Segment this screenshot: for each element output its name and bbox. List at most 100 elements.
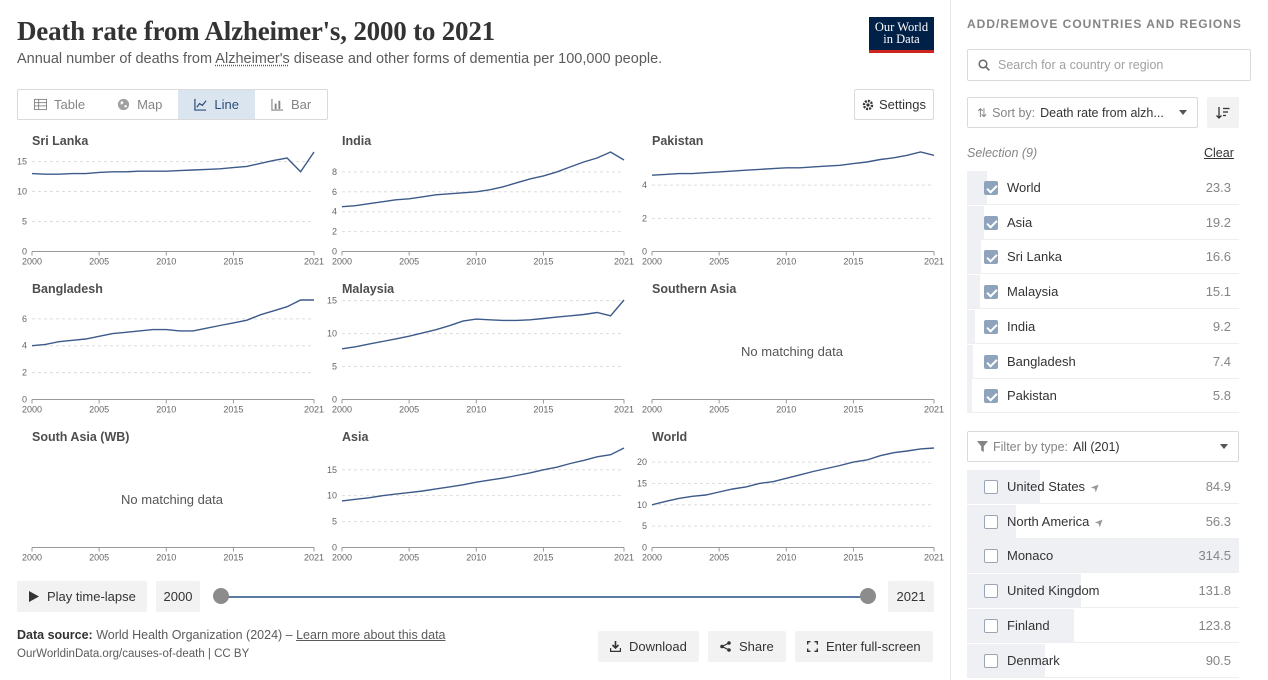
checkbox[interactable]	[984, 215, 998, 230]
entity-name-text: North America	[1007, 513, 1090, 529]
y-tick-label: 15	[17, 157, 27, 167]
x-tick-label: 2021	[304, 553, 324, 563]
chart-subtitle: Annual number of deaths from Alzheimer's…	[17, 51, 662, 67]
checkbox[interactable]	[984, 250, 998, 265]
checkbox[interactable]	[984, 618, 998, 633]
entity-row[interactable]: Finland 123.8	[967, 608, 1239, 643]
download-button[interactable]: Download	[598, 631, 699, 662]
panel-chart: 2000 2005 2010 2015 2021 0 5 10 15	[327, 296, 634, 415]
x-tick-label: 2000	[642, 257, 662, 267]
selected-entity-row[interactable]: India 9.2	[967, 309, 1239, 344]
series-line[interactable]	[341, 151, 625, 208]
chart-panel: Bangladesh 2000 2005 2010 2015 2021 0 2 4 6	[17, 282, 324, 422]
entity-value: 84.9	[1205, 479, 1231, 494]
entity-row[interactable]: Denmark 90.5	[967, 643, 1239, 678]
chart-panel: Sri Lanka 2000 2005 2010 2015 2021 0 5 10 15	[17, 134, 324, 274]
entity-name: Monaco	[1007, 548, 1053, 563]
download-icon	[610, 641, 621, 652]
x-tick-label: 2010	[466, 553, 486, 563]
end-handle[interactable]	[860, 588, 876, 604]
series-line[interactable]	[651, 447, 935, 506]
view-tabs: Table Map Line Bar	[17, 89, 329, 120]
logo-line-1: Our World	[874, 20, 929, 34]
panel-title: South Asia (WB)	[32, 430, 130, 444]
fullscreen-button[interactable]: Enter full-screen	[795, 631, 933, 662]
chart-title: Death rate from Alzheimer's, 2000 to 202…	[17, 16, 495, 46]
checkbox[interactable]	[984, 584, 998, 599]
fullscreen-label: Enter full-screen	[826, 639, 921, 654]
play-timelapse-button[interactable]: Play time-lapse	[17, 581, 147, 612]
learn-more-link[interactable]: Learn more about this data	[296, 628, 446, 642]
entity-name-text: Monaco	[1007, 548, 1054, 564]
checkbox[interactable]	[984, 514, 998, 529]
selected-entity-row[interactable]: Bangladesh 7.4	[967, 344, 1239, 379]
sort-prefix: Sort by:	[992, 105, 1036, 120]
clear-selection-button[interactable]: Clear	[1204, 146, 1234, 160]
entity-row[interactable]: Monaco 314.5	[967, 539, 1239, 574]
entity-name-text: Sri Lanka	[1007, 249, 1062, 265]
chart-panel: Malaysia 2000 2005 2010 2015 2021 0 5 10 15	[327, 282, 634, 422]
x-tick-label: 2005	[399, 257, 419, 267]
tab-map[interactable]: Map	[101, 90, 178, 119]
checkbox[interactable]	[984, 285, 998, 300]
y-tick-label: 15	[327, 296, 337, 306]
x-tick-label: 2015	[843, 553, 863, 563]
x-tick-label: 2015	[223, 553, 243, 563]
timeline-track[interactable]	[221, 596, 867, 598]
filter-icon	[977, 441, 988, 452]
start-handle[interactable]	[213, 588, 229, 604]
filter-type-dropdown[interactable]: Filter by type: All (201)	[967, 431, 1239, 462]
panel-title: Sri Lanka	[32, 134, 89, 148]
subtitle-text-end: disease and other forms of dementia per …	[289, 51, 663, 67]
tab-bar[interactable]: Bar	[255, 90, 327, 119]
sort-order-button[interactable]	[1207, 97, 1239, 128]
value-bar	[967, 379, 973, 413]
series-line[interactable]	[651, 151, 935, 176]
checkbox[interactable]	[984, 319, 998, 334]
tab-line[interactable]: Line	[178, 90, 255, 119]
panel-chart: 2000 2005 2010 2015 2021 0 2 4 6	[22, 299, 324, 415]
alzheimers-definition-link[interactable]: Alzheimer's	[215, 51, 290, 67]
selected-entity-row[interactable]: Sri Lanka 16.6	[967, 240, 1239, 275]
checkbox[interactable]	[984, 653, 998, 668]
checkbox[interactable]	[984, 181, 998, 195]
entity-row[interactable]: North America ➤ 56.3	[967, 504, 1239, 539]
data-source: Data source: World Health Organization (…	[17, 628, 446, 642]
entity-row[interactable]: United States ➤ 84.9	[967, 470, 1239, 504]
sort-arrows-icon: ⇅	[977, 105, 988, 120]
entity-row[interactable]: United Kingdom 131.8	[967, 574, 1239, 609]
checkbox[interactable]	[984, 480, 998, 494]
entity-name: United States ➤	[1007, 479, 1104, 495]
panel-title: India	[342, 134, 372, 148]
selected-entity-row[interactable]: Malaysia 15.1	[967, 275, 1239, 310]
checkbox[interactable]	[984, 549, 998, 564]
x-tick-label: 2005	[89, 553, 109, 563]
panel-title: Pakistan	[652, 134, 704, 148]
selected-entity-row[interactable]: World 23.3	[967, 171, 1239, 205]
selected-entity-row[interactable]: Asia 19.2	[967, 205, 1239, 240]
tab-table[interactable]: Table	[18, 90, 101, 119]
sort-dropdown[interactable]: ⇅ Sort by: Death rate from alzh...	[967, 97, 1198, 128]
series-line[interactable]	[341, 447, 625, 502]
x-tick-label: 2000	[332, 257, 352, 267]
series-line[interactable]	[341, 299, 625, 350]
checkbox[interactable]	[984, 389, 998, 404]
x-tick-label: 2021	[304, 405, 324, 415]
settings-button[interactable]: Settings	[854, 89, 934, 120]
chevron-down-icon	[1220, 444, 1228, 449]
series-line[interactable]	[31, 151, 315, 175]
share-button[interactable]: Share	[708, 631, 786, 662]
search-input[interactable]: Search for a country or region	[967, 49, 1251, 81]
entity-value: 23.3	[1205, 180, 1231, 195]
gear-icon	[862, 99, 874, 110]
series-line[interactable]	[31, 299, 314, 347]
selected-entity-row[interactable]: Pakistan 5.8	[967, 379, 1239, 414]
owid-logo[interactable]: Our World in Data	[869, 17, 934, 53]
y-tick-label: 10	[637, 500, 647, 510]
panel-title: Asia	[342, 430, 369, 444]
y-tick-label: 0	[332, 247, 337, 257]
value-bar	[967, 344, 974, 378]
checkbox[interactable]	[984, 354, 998, 369]
panel-chart: 2000 2005 2010 2015 2021	[22, 547, 324, 563]
x-tick-label: 2021	[614, 257, 634, 267]
